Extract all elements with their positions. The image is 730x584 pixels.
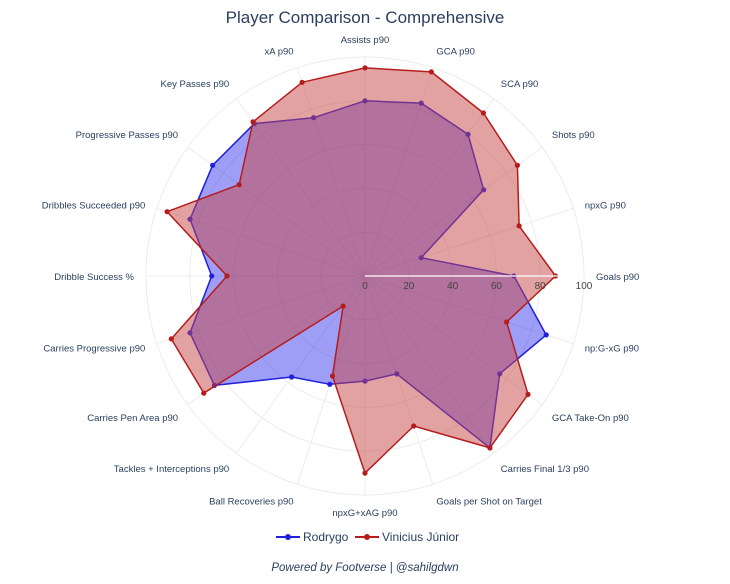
category-label: Ball Recoveries p90 — [209, 497, 294, 508]
legend-item-rodrygo[interactable]: Rodrygo — [276, 530, 349, 544]
data-point-vinicius — [224, 273, 230, 279]
data-point-rodrygo — [543, 332, 549, 338]
data-point-vinicius — [428, 69, 434, 75]
legend-label-rodrygo: Rodrygo — [303, 530, 349, 544]
data-point-vinicius — [236, 182, 242, 188]
category-label: npxG p90 — [585, 201, 626, 212]
data-point-vinicius — [525, 391, 531, 397]
data-point-vinicius — [201, 390, 207, 396]
category-label: npxG+xAG p90 — [332, 508, 397, 519]
category-label: Goals p90 — [596, 272, 639, 283]
data-point-rodrygo — [327, 381, 333, 387]
data-point-rodrygo — [210, 162, 216, 168]
radial-tick-label: 40 — [447, 281, 459, 292]
category-labels: Goals p90 npxG p90 Shots p90 SCA p90 GCA p90… — [42, 35, 640, 519]
data-point-vinicius — [250, 119, 256, 125]
category-label: Dribble Success % — [54, 272, 134, 283]
legend-marker-vinicius — [364, 534, 370, 540]
category-label: Goals per Shot on Target — [436, 497, 542, 508]
category-label: np:G-xG p90 — [585, 343, 639, 354]
data-point-rodrygo — [289, 374, 295, 380]
radial-tick-label: 0 — [362, 281, 368, 292]
radial-tick-label: 20 — [403, 281, 415, 292]
data-point-vinicius — [487, 445, 493, 451]
radial-axis: 0 20 40 60 80 100 — [362, 275, 593, 292]
legend-label-vinicius: Vinicius Júnior — [382, 530, 459, 544]
category-label: Carries Pen Area p90 — [87, 413, 178, 424]
category-label: Progressive Passes p90 — [76, 130, 178, 141]
chart-title: Player Comparison - Comprehensive — [226, 8, 505, 27]
data-point-vinicius — [362, 470, 368, 476]
legend-item-vinicius[interactable]: Vinicius Júnior — [355, 530, 459, 544]
category-label: Carries Final 1/3 p90 — [501, 464, 589, 475]
category-label: Assists p90 — [341, 35, 390, 46]
data-point-vinicius — [168, 336, 174, 342]
footer-credit: Powered by Footverse | @sahilgdwn — [271, 562, 458, 574]
data-point-vinicius — [164, 209, 170, 215]
category-label: SCA p90 — [501, 79, 539, 90]
category-label: Key Passes p90 — [161, 79, 230, 90]
data-point-vinicius — [340, 303, 346, 309]
radial-tick-label: 80 — [535, 281, 547, 292]
category-label: GCA Take-On p90 — [552, 413, 629, 424]
legend[interactable]: Rodrygo Vinicius Júnior — [276, 530, 459, 544]
series-layer — [164, 65, 559, 476]
category-label: xA p90 — [265, 46, 294, 57]
data-point-vinicius — [411, 423, 417, 429]
legend-marker-rodrygo — [285, 534, 291, 540]
data-point-vinicius — [329, 373, 336, 379]
data-point-vinicius — [516, 223, 522, 229]
data-point-vinicius — [480, 110, 486, 116]
data-point-vinicius — [362, 65, 368, 71]
radial-tick-label: 100 — [576, 281, 593, 292]
category-label: GCA p90 — [436, 46, 475, 57]
radial-tick-label: 60 — [491, 281, 503, 292]
series-area-vinicius — [166, 67, 557, 474]
data-point-rodrygo — [209, 273, 215, 279]
category-label: Dribbles Succeeded p90 — [42, 201, 146, 212]
data-point-vinicius — [514, 162, 521, 168]
data-point-vinicius — [299, 79, 305, 85]
category-label: Shots p90 — [552, 130, 595, 141]
category-label: Carries Progressive p90 — [43, 343, 145, 354]
category-label: Tackles + Interceptions p90 — [114, 464, 229, 475]
data-point-vinicius — [504, 319, 510, 325]
